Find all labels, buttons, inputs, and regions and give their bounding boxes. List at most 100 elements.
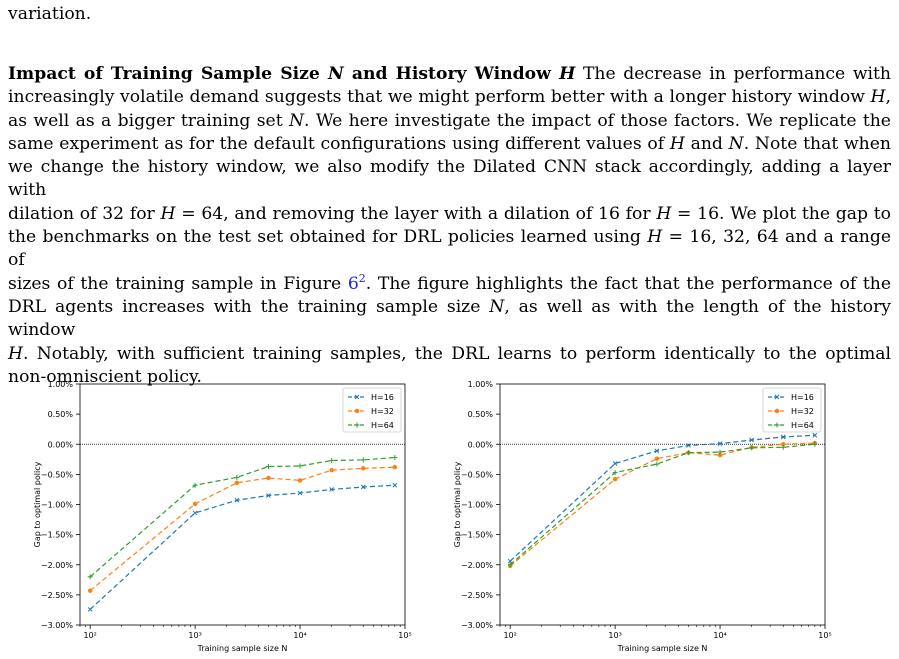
data-point [297, 463, 303, 469]
series-line-H=32 [509, 442, 815, 567]
data-point [780, 444, 786, 450]
math-var: H [8, 343, 23, 364]
x-tick-label: 10³ [188, 631, 201, 640]
text-run: as well as a bigger training set [8, 110, 289, 131]
data-point [685, 450, 691, 456]
legend-label: H=16 [791, 393, 814, 402]
math-var: H [656, 203, 672, 224]
x-tick-label: 10⁴ [713, 631, 726, 640]
marker-stroke [360, 484, 366, 490]
text-run: increasingly volatile demand suggests th… [8, 87, 871, 108]
y-tick-label: 0.50% [48, 410, 74, 419]
series-line-H=16 [509, 434, 815, 562]
text-run: The decrease in performance with [575, 64, 892, 84]
data-point [654, 448, 660, 454]
data-point [361, 466, 366, 471]
data-point [507, 562, 513, 568]
y-tick-label: 0.50% [468, 410, 494, 419]
chart-right: 1.00% 0.50% 0.00% −0.50% −1.00% −1.50% −2.00% −… [453, 380, 832, 653]
y-tick-label: −1.00% [461, 501, 494, 510]
data-point [812, 441, 818, 447]
paragraph-heading: Impact of Training Sample Size N and His… [8, 64, 575, 84]
y-tick-label: −1.50% [461, 531, 494, 540]
chart-left: 1.00% 0.50% 0.00% −0.50% −1.00% −1.50% −2.00% −… [33, 380, 412, 653]
marker-stroke [392, 482, 398, 488]
math-var: H [647, 227, 663, 248]
series-line-H=64 [509, 443, 815, 566]
text-run: DRL agents increases with the training s… [8, 296, 490, 317]
text-run: = 16. We plot the gap to [671, 203, 891, 224]
data-point [234, 497, 240, 503]
marker-stroke [507, 558, 513, 564]
data-point [360, 457, 366, 463]
legend-label: H=64 [791, 421, 814, 430]
figure-ref-link[interactable]: 6 [347, 273, 359, 294]
text-line: the benchmarks on the test set obtained … [8, 226, 891, 273]
text-line: we change the history window, we also mo… [8, 156, 891, 203]
data-point [717, 452, 723, 458]
data-point [612, 470, 618, 476]
footnote-ref[interactable]: 2 [358, 271, 366, 285]
marker-stroke [780, 434, 786, 440]
x-tick-label: 10³ [608, 631, 621, 640]
data-point [297, 490, 303, 496]
text-line: non-omniscient policy. [8, 366, 891, 389]
text-run: and [684, 133, 729, 154]
data-point [612, 461, 618, 466]
data-point [360, 484, 366, 490]
series-line-H=32 [89, 466, 395, 592]
marker-stroke [812, 432, 818, 438]
math-var: N [728, 133, 744, 154]
legend-label: H=32 [791, 407, 814, 416]
data-point [329, 487, 335, 492]
data-point [780, 434, 786, 440]
data-point [297, 478, 303, 483]
data-point [507, 558, 513, 564]
legend-marker [774, 408, 780, 414]
data-point [192, 482, 198, 488]
data-point [654, 456, 660, 461]
marker-stroke [192, 510, 198, 516]
heading-var-n: N [327, 64, 344, 84]
data-point [329, 467, 334, 473]
math-var: N [489, 296, 505, 317]
impact-paragraph: Impact of Training Sample Size N and His… [8, 63, 891, 389]
text-run: . Note that when [743, 133, 891, 154]
math-var: H [669, 133, 685, 154]
text-run: . The figure highlights the fact that th… [365, 273, 891, 294]
y-tick-label: −1.00% [41, 501, 74, 510]
marker-stroke [297, 490, 303, 496]
data-point [234, 474, 240, 480]
data-point [192, 501, 198, 507]
marker-stroke [717, 441, 723, 447]
math-var: H [870, 87, 886, 108]
y-tick-label: 1.00% [468, 380, 494, 389]
text-run: . Notably, with sufficient training samp… [23, 343, 891, 364]
text-run: sizes of the training sample in Figure [8, 273, 348, 294]
y-tick-label: −0.50% [41, 470, 74, 479]
data-point [87, 588, 93, 593]
data-point [192, 510, 198, 516]
legend-marker [354, 394, 360, 400]
data-point [654, 461, 660, 467]
line-rest: The decrease in performance with [575, 64, 891, 84]
data-point [234, 480, 240, 486]
y-tick-label: 0.00% [48, 440, 74, 449]
marker-stroke [686, 443, 691, 448]
text-run: the benchmarks on the test set obtained … [8, 227, 648, 248]
data-point [392, 464, 398, 470]
math-var: N [288, 110, 305, 131]
text-run: same experiment as for the default confi… [8, 133, 670, 154]
y-tick-label: −2.50% [41, 591, 74, 600]
text-run: , [885, 87, 891, 108]
x-axis-label: Training sample size N [197, 644, 288, 653]
math-var: H [160, 203, 176, 224]
paragraph-body: increasingly volatile demand suggests th… [8, 86, 891, 389]
text-line: Impact of Training Sample Size N and His… [8, 63, 891, 86]
data-point [749, 437, 755, 443]
marker-stroke [612, 461, 618, 466]
marker-stroke [234, 497, 240, 503]
text-line: as well as a bigger training set N. We h… [8, 110, 891, 133]
y-tick-label: −2.00% [41, 561, 74, 570]
marker-stroke [87, 606, 93, 612]
